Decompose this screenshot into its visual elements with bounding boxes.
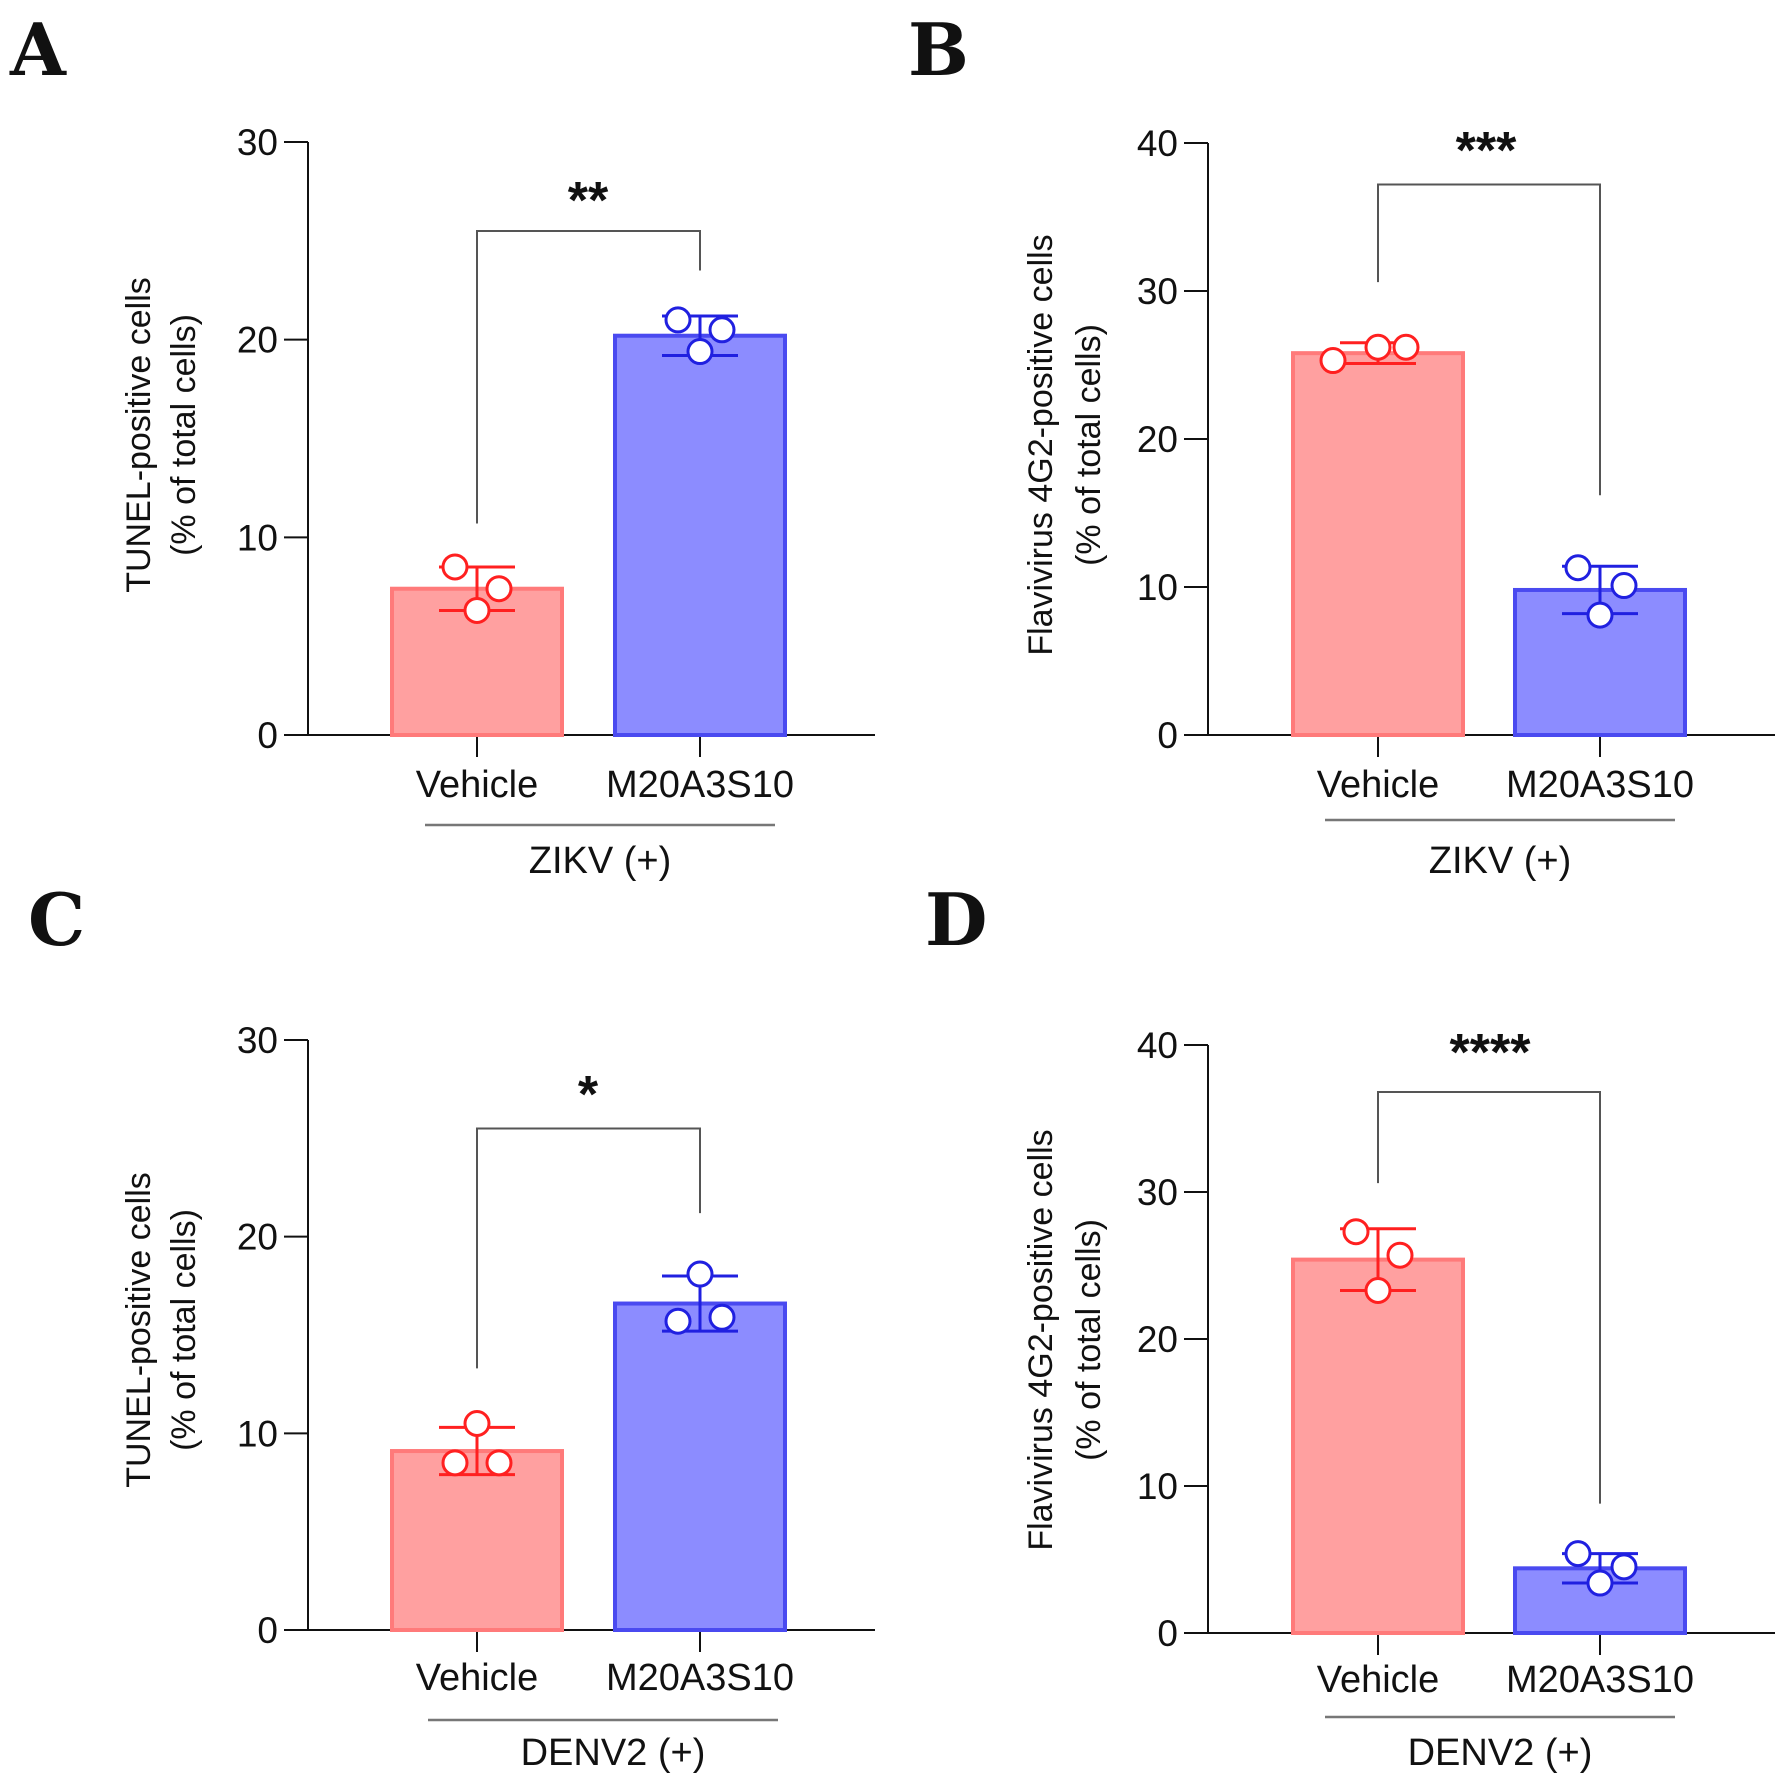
bar-m20a3s10 [613,333,787,737]
significance-bracket [1377,183,1601,496]
data-point [1392,333,1420,361]
x-tick-label: M20A3S10 [1506,1659,1694,1701]
x-tick-label: M20A3S10 [606,764,794,806]
panel-b: B Flavivirus 4G2-positive cells (% of to… [908,7,1775,882]
y-axis-subtitle: (% of total cells) [1070,324,1108,566]
x-tick-label: Vehicle [1317,1659,1440,1701]
y-tick-label: 20 [1137,419,1178,460]
data-point [1342,1218,1370,1246]
significance-bracket [476,1127,701,1369]
y-tick-label: 30 [237,122,278,163]
y-tick-label: 40 [1137,1025,1178,1066]
y-tick-label: 10 [1137,567,1178,608]
y-tick-label: 20 [1137,1319,1178,1360]
y-tick-label: 0 [1157,715,1178,756]
panel-letter: D [925,877,987,962]
y-axis-title: Flavivirus 4G2-positive cells [1022,234,1060,655]
y-tick-label: 10 [237,517,278,558]
panel-letter: A [9,7,67,92]
data-point [708,1303,736,1331]
bar-vehicle [1291,351,1465,737]
data-point [441,553,469,581]
data-point [686,1260,714,1288]
panel-letter: C [28,877,85,962]
group-label: DENV2 (+) [521,1732,706,1774]
significance-label: * [578,1066,599,1124]
significance-label: **** [1450,1024,1532,1082]
data-point [664,306,692,334]
bar-vehicle [390,1449,564,1632]
y-axis-subtitle: (% of total cells) [165,1209,203,1451]
y-tick-label: 20 [237,1217,278,1258]
y-axis-subtitle: (% of total cells) [1070,1219,1108,1461]
data-point [1564,554,1592,582]
x-tick-label: Vehicle [1317,764,1440,806]
data-point [1610,572,1638,600]
data-point [664,1307,692,1335]
y-axis-title: TUNEL-positive cells [120,1172,158,1488]
significance-label: *** [1456,122,1517,180]
y-tick-label: 40 [1137,123,1178,164]
y-tick-label: 20 [237,320,278,361]
y-tick-label: 0 [1157,1613,1178,1654]
data-point [1586,601,1614,629]
panel-a: A TUNEL-positive cells (% of total cells… [9,7,875,882]
data-point [1564,1540,1592,1568]
x-tick-label: M20A3S10 [606,1657,794,1699]
y-tick-label: 10 [1137,1466,1178,1507]
data-point [1586,1569,1614,1597]
x-tick-label: M20A3S10 [1506,764,1694,806]
significance-bracket [1377,1091,1601,1504]
data-point [1364,1276,1392,1304]
y-tick-label: 30 [237,1020,278,1061]
data-point [1610,1553,1638,1581]
significance-bracket [476,229,701,524]
group-label: DENV2 (+) [1408,1732,1593,1774]
y-tick-label: 0 [257,715,278,756]
x-tick-label: Vehicle [416,764,539,806]
panel-letter: B [908,7,969,92]
data-point [708,316,736,344]
data-point [463,596,491,624]
data-point [1319,347,1347,375]
significance-label: ** [568,172,609,230]
data-point [441,1449,469,1477]
y-axis-title: Flavivirus 4G2-positive cells [1022,1129,1060,1550]
data-point [686,338,714,366]
data-point [485,1449,513,1477]
group-label: ZIKV (+) [1429,840,1572,882]
panel-d: D Flavivirus 4G2-positive cells (% of to… [925,877,1775,1774]
y-axis-subtitle: (% of total cells) [165,314,203,556]
data-point [1364,333,1392,361]
bar-m20a3s10 [613,1301,787,1632]
y-axis-title: TUNEL-positive cells [120,277,158,593]
y-tick-label: 0 [257,1610,278,1651]
y-tick-label: 30 [1137,271,1178,312]
y-tick-label: 10 [237,1413,278,1454]
x-tick-label: Vehicle [416,1657,539,1699]
data-point [485,575,513,603]
y-tick-label: 30 [1137,1172,1178,1213]
group-label: ZIKV (+) [529,840,672,882]
bar-vehicle [1291,1257,1465,1635]
panel-c: C TUNEL-positive cells (% of total cells… [28,877,875,1774]
data-point [1386,1241,1414,1269]
data-point [463,1410,491,1437]
